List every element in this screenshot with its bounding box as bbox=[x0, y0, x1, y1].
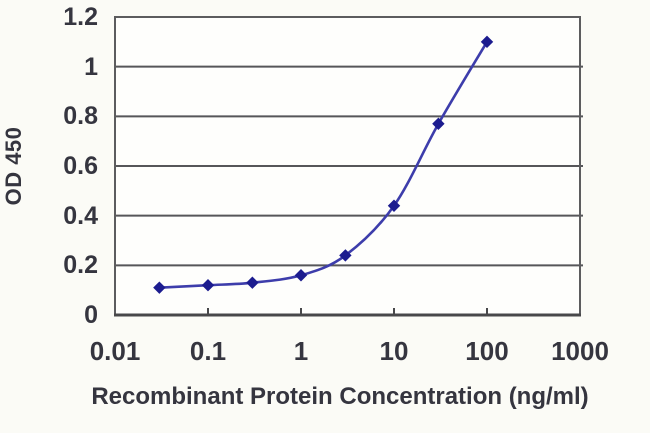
x-tick-label-100: 100 bbox=[465, 336, 509, 366]
y-tick-label-0: 0 bbox=[84, 301, 98, 329]
x-tick-label-0.01: 0.01 bbox=[89, 336, 141, 366]
y-tick-label-1: 1 bbox=[84, 52, 98, 81]
data-point-0.3 bbox=[246, 276, 259, 289]
x-axis-title: Recombinant Protein Concentration (ng/ml… bbox=[91, 383, 589, 410]
y-tick-label-0.4: 0.4 bbox=[63, 201, 98, 230]
y-tick-label-0.6: 0.6 bbox=[63, 152, 98, 180]
y-tick-label-1.2: 1.2 bbox=[63, 3, 98, 31]
x-tick-label-10: 10 bbox=[379, 336, 409, 366]
data-point-1 bbox=[294, 269, 308, 282]
y-tick-label-0.8: 0.8 bbox=[63, 102, 98, 131]
data-point-30 bbox=[432, 117, 445, 130]
data-point-100 bbox=[480, 35, 494, 49]
x-tick-label-1000: 1000 bbox=[551, 336, 609, 366]
data-point-10 bbox=[387, 199, 401, 212]
data-point-0.03 bbox=[153, 281, 166, 294]
x-tick-label-0.1: 0.1 bbox=[189, 336, 227, 366]
y-tick-label-0.2: 0.2 bbox=[63, 251, 98, 280]
y-axis-title: OD 450 bbox=[1, 126, 26, 206]
data-point-0.1 bbox=[201, 278, 215, 292]
data-point-3 bbox=[339, 249, 352, 262]
x-tick-label-1: 1 bbox=[293, 336, 309, 366]
